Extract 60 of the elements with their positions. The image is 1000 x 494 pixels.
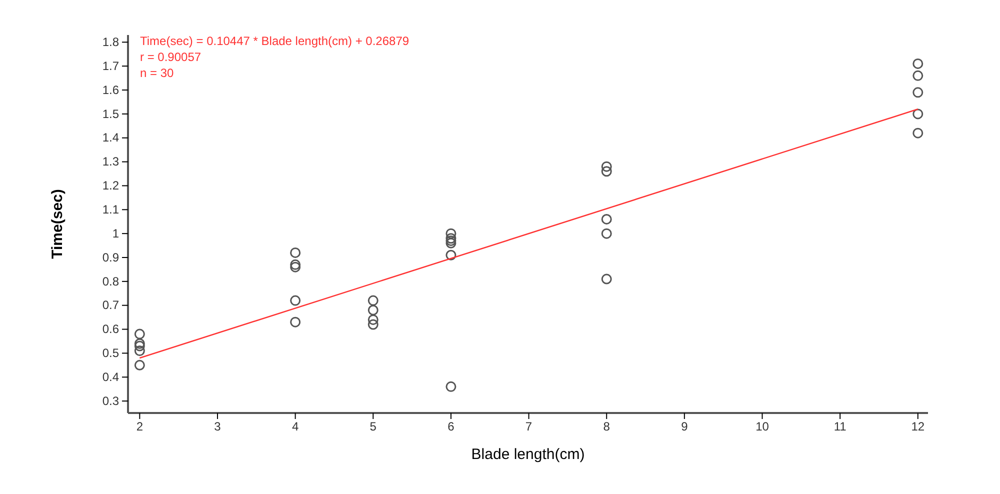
point: [368, 319, 378, 330]
x-tick-label: 11: [834, 420, 847, 434]
point: [134, 360, 145, 370]
point: [912, 58, 924, 69]
point: [368, 295, 378, 306]
point: [601, 274, 612, 284]
point: [446, 238, 456, 248]
x-tick-label: 9: [681, 420, 688, 434]
y-tick-label: 1.7: [102, 58, 120, 73]
x-axis-title: Blade length(cm): [471, 446, 585, 463]
x-tick-label: 8: [603, 420, 610, 434]
point: [912, 87, 924, 98]
x-tick-label: 3: [214, 420, 222, 434]
y-tick-label: 1.8: [102, 35, 120, 50]
point: [446, 381, 456, 392]
point: [601, 214, 612, 224]
y-tick-label: 0.7: [102, 298, 120, 312]
point: [290, 295, 301, 306]
point: [912, 108, 924, 120]
point: [601, 228, 612, 239]
point: [601, 166, 612, 177]
point: [134, 328, 145, 340]
y-axis-title: Time(sec): [49, 189, 66, 259]
y-tick-label: 0.9: [102, 250, 120, 264]
point: [601, 161, 612, 172]
y-tick-label: 1.1: [102, 202, 120, 216]
y-tick-label: 1.5: [102, 106, 120, 121]
x-tick-label: 5: [370, 420, 377, 434]
x-tick-label: 10: [756, 420, 770, 434]
point: [290, 247, 301, 258]
y-tick-label: 1: [112, 226, 120, 240]
x-tick-label: 7: [525, 420, 532, 434]
point: [290, 262, 301, 272]
y-tick-label: 1.6: [102, 82, 120, 97]
point: [368, 304, 378, 316]
y-tick-label: 1.3: [102, 154, 120, 169]
x-tick-label: 12: [911, 420, 925, 434]
point: [446, 250, 456, 260]
y-tick-label: 0.6: [102, 322, 120, 336]
point: [368, 314, 378, 325]
y-tick-label: 0.3: [102, 394, 120, 408]
point: [290, 259, 301, 270]
point: [912, 128, 924, 138]
x-tick-label: 6: [448, 420, 455, 434]
annotation: r = 0.90057: [140, 50, 202, 64]
point: [446, 228, 456, 239]
x-tick-label: 4: [292, 420, 299, 434]
annotation: n = 30: [140, 66, 174, 80]
y-tick-label: 1.2: [102, 178, 120, 193]
x-tick-label: 2: [136, 420, 144, 434]
y-tick-label: 0.8: [102, 274, 120, 288]
y-tick-label: 0.5: [102, 346, 120, 360]
y-tick-label: 1.4: [102, 130, 120, 145]
point: [134, 338, 145, 349]
annotation: Time(sec) = 0.10447 * Blade length(cm) + 0.26879: [140, 34, 410, 48]
point: [912, 70, 924, 81]
point: [134, 346, 145, 356]
y-tick-label: 0.4: [102, 370, 120, 384]
point: [290, 316, 301, 328]
point: [134, 340, 145, 352]
